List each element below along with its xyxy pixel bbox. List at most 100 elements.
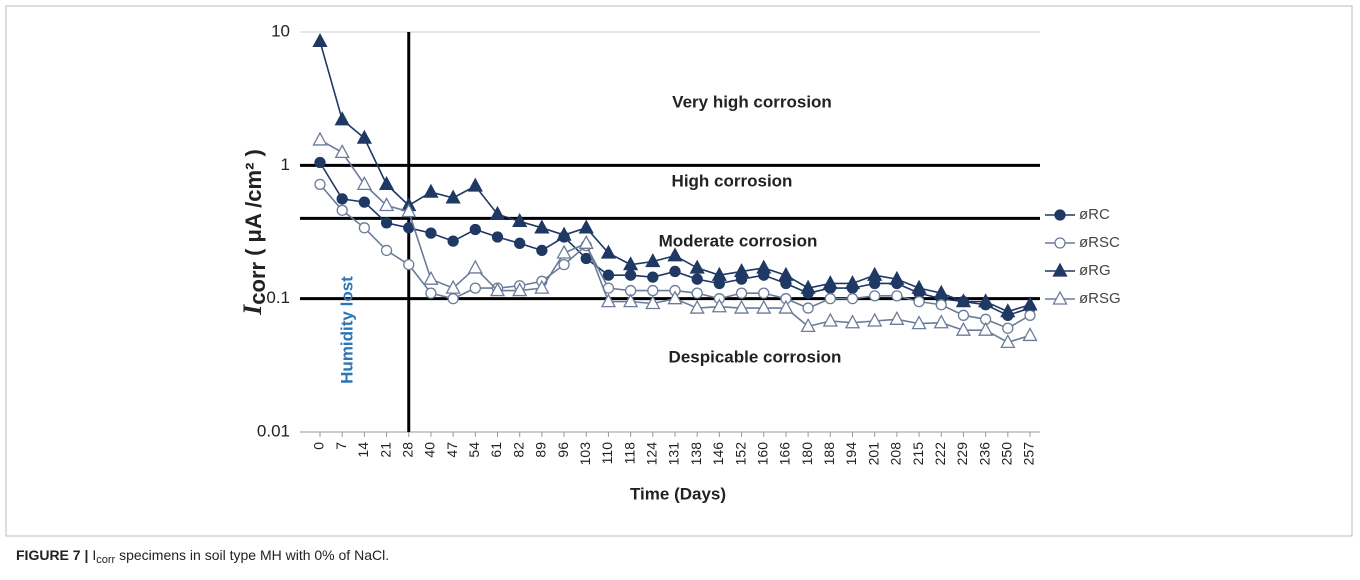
x-tick-label: 201 [865,442,881,466]
point [822,312,838,327]
point [913,295,925,308]
y-title-main: I [238,304,267,316]
point [623,256,639,271]
point [467,177,483,192]
point [536,244,548,257]
legend-label: øRC [1079,206,1110,223]
x-tick-label: 82 [510,442,526,458]
x-tick-label: 208 [888,442,904,466]
caption-main: I [92,547,96,563]
x-tick-label: 28 [399,442,415,458]
point [469,282,481,294]
point [889,310,905,325]
x-tick-label: 188 [821,442,837,466]
point [580,252,592,265]
point [733,299,750,314]
x-tick-label: 21 [377,442,393,458]
zone-label: Very high corrosion [672,92,832,111]
point [512,212,528,228]
y-tick-label: 0.1 [266,288,290,307]
point [600,293,617,308]
point [378,197,395,212]
point [645,295,661,310]
x-tick-label: 250 [999,442,1015,466]
point [314,156,326,169]
point [889,270,905,285]
point [735,287,748,299]
point [869,290,881,302]
point [380,217,393,229]
point [489,282,506,297]
point [800,317,816,332]
legend-marker [1054,209,1066,221]
x-tick-label: 7 [333,442,349,450]
point [1002,322,1014,334]
point [514,237,526,249]
x-tick-label: 166 [777,442,793,466]
x-tick-label: 89 [533,442,549,458]
y-tick-label: 10 [271,21,290,40]
caption-sub: corr [96,554,115,566]
point [669,265,681,278]
point [1024,309,1036,321]
x-tick-label: 61 [488,442,504,458]
x-tick-label: 40 [422,442,438,458]
point [467,259,483,274]
point [800,279,816,294]
point [824,293,836,305]
point [401,203,417,218]
x-tick-label: 124 [644,442,660,466]
point [822,275,838,290]
y-axis-title: Icorr ( μA /cm² ) [238,149,270,316]
point [491,231,504,243]
point [844,314,861,329]
point [578,219,594,234]
point [534,219,550,234]
point [336,204,348,216]
y-tick-label: 0.01 [257,421,290,440]
point [425,287,437,299]
y-title-rest: ( μA /cm² ) [241,149,266,256]
x-tick-label: 257 [1021,442,1037,466]
point [911,279,927,294]
point [647,284,659,297]
point [867,312,883,327]
point [447,235,459,247]
frame [5,5,1353,537]
point [933,314,949,329]
x-tick-label: 110 [599,442,615,465]
x-tick-label: 0 [311,442,327,450]
x-tick-label: 215 [910,442,926,466]
caption-label: FIGURE 7 | [16,547,88,563]
point [733,263,750,278]
y-tick-label: 1 [281,155,290,174]
point [778,299,794,314]
point [802,302,814,314]
x-tick-label: 194 [843,442,859,466]
point [758,287,770,299]
point [602,269,615,281]
point [978,293,994,308]
point [334,144,350,159]
x-tick-label: 103 [577,442,593,466]
y-title-sub: corr [245,261,270,304]
legend-label: øRSC [1079,234,1120,251]
point [600,244,617,259]
point [534,279,550,294]
legend-marker [1054,237,1066,249]
x-tick-label: 152 [732,442,748,466]
point [423,183,439,198]
point [691,287,703,299]
point [667,290,683,305]
point [380,244,393,257]
point [558,258,570,271]
point [933,284,949,299]
point [978,321,994,336]
point [425,227,437,239]
point [378,175,395,191]
point [1000,303,1016,318]
x-tick-label: 160 [754,442,770,466]
annotation: Humidity lost [337,276,356,384]
